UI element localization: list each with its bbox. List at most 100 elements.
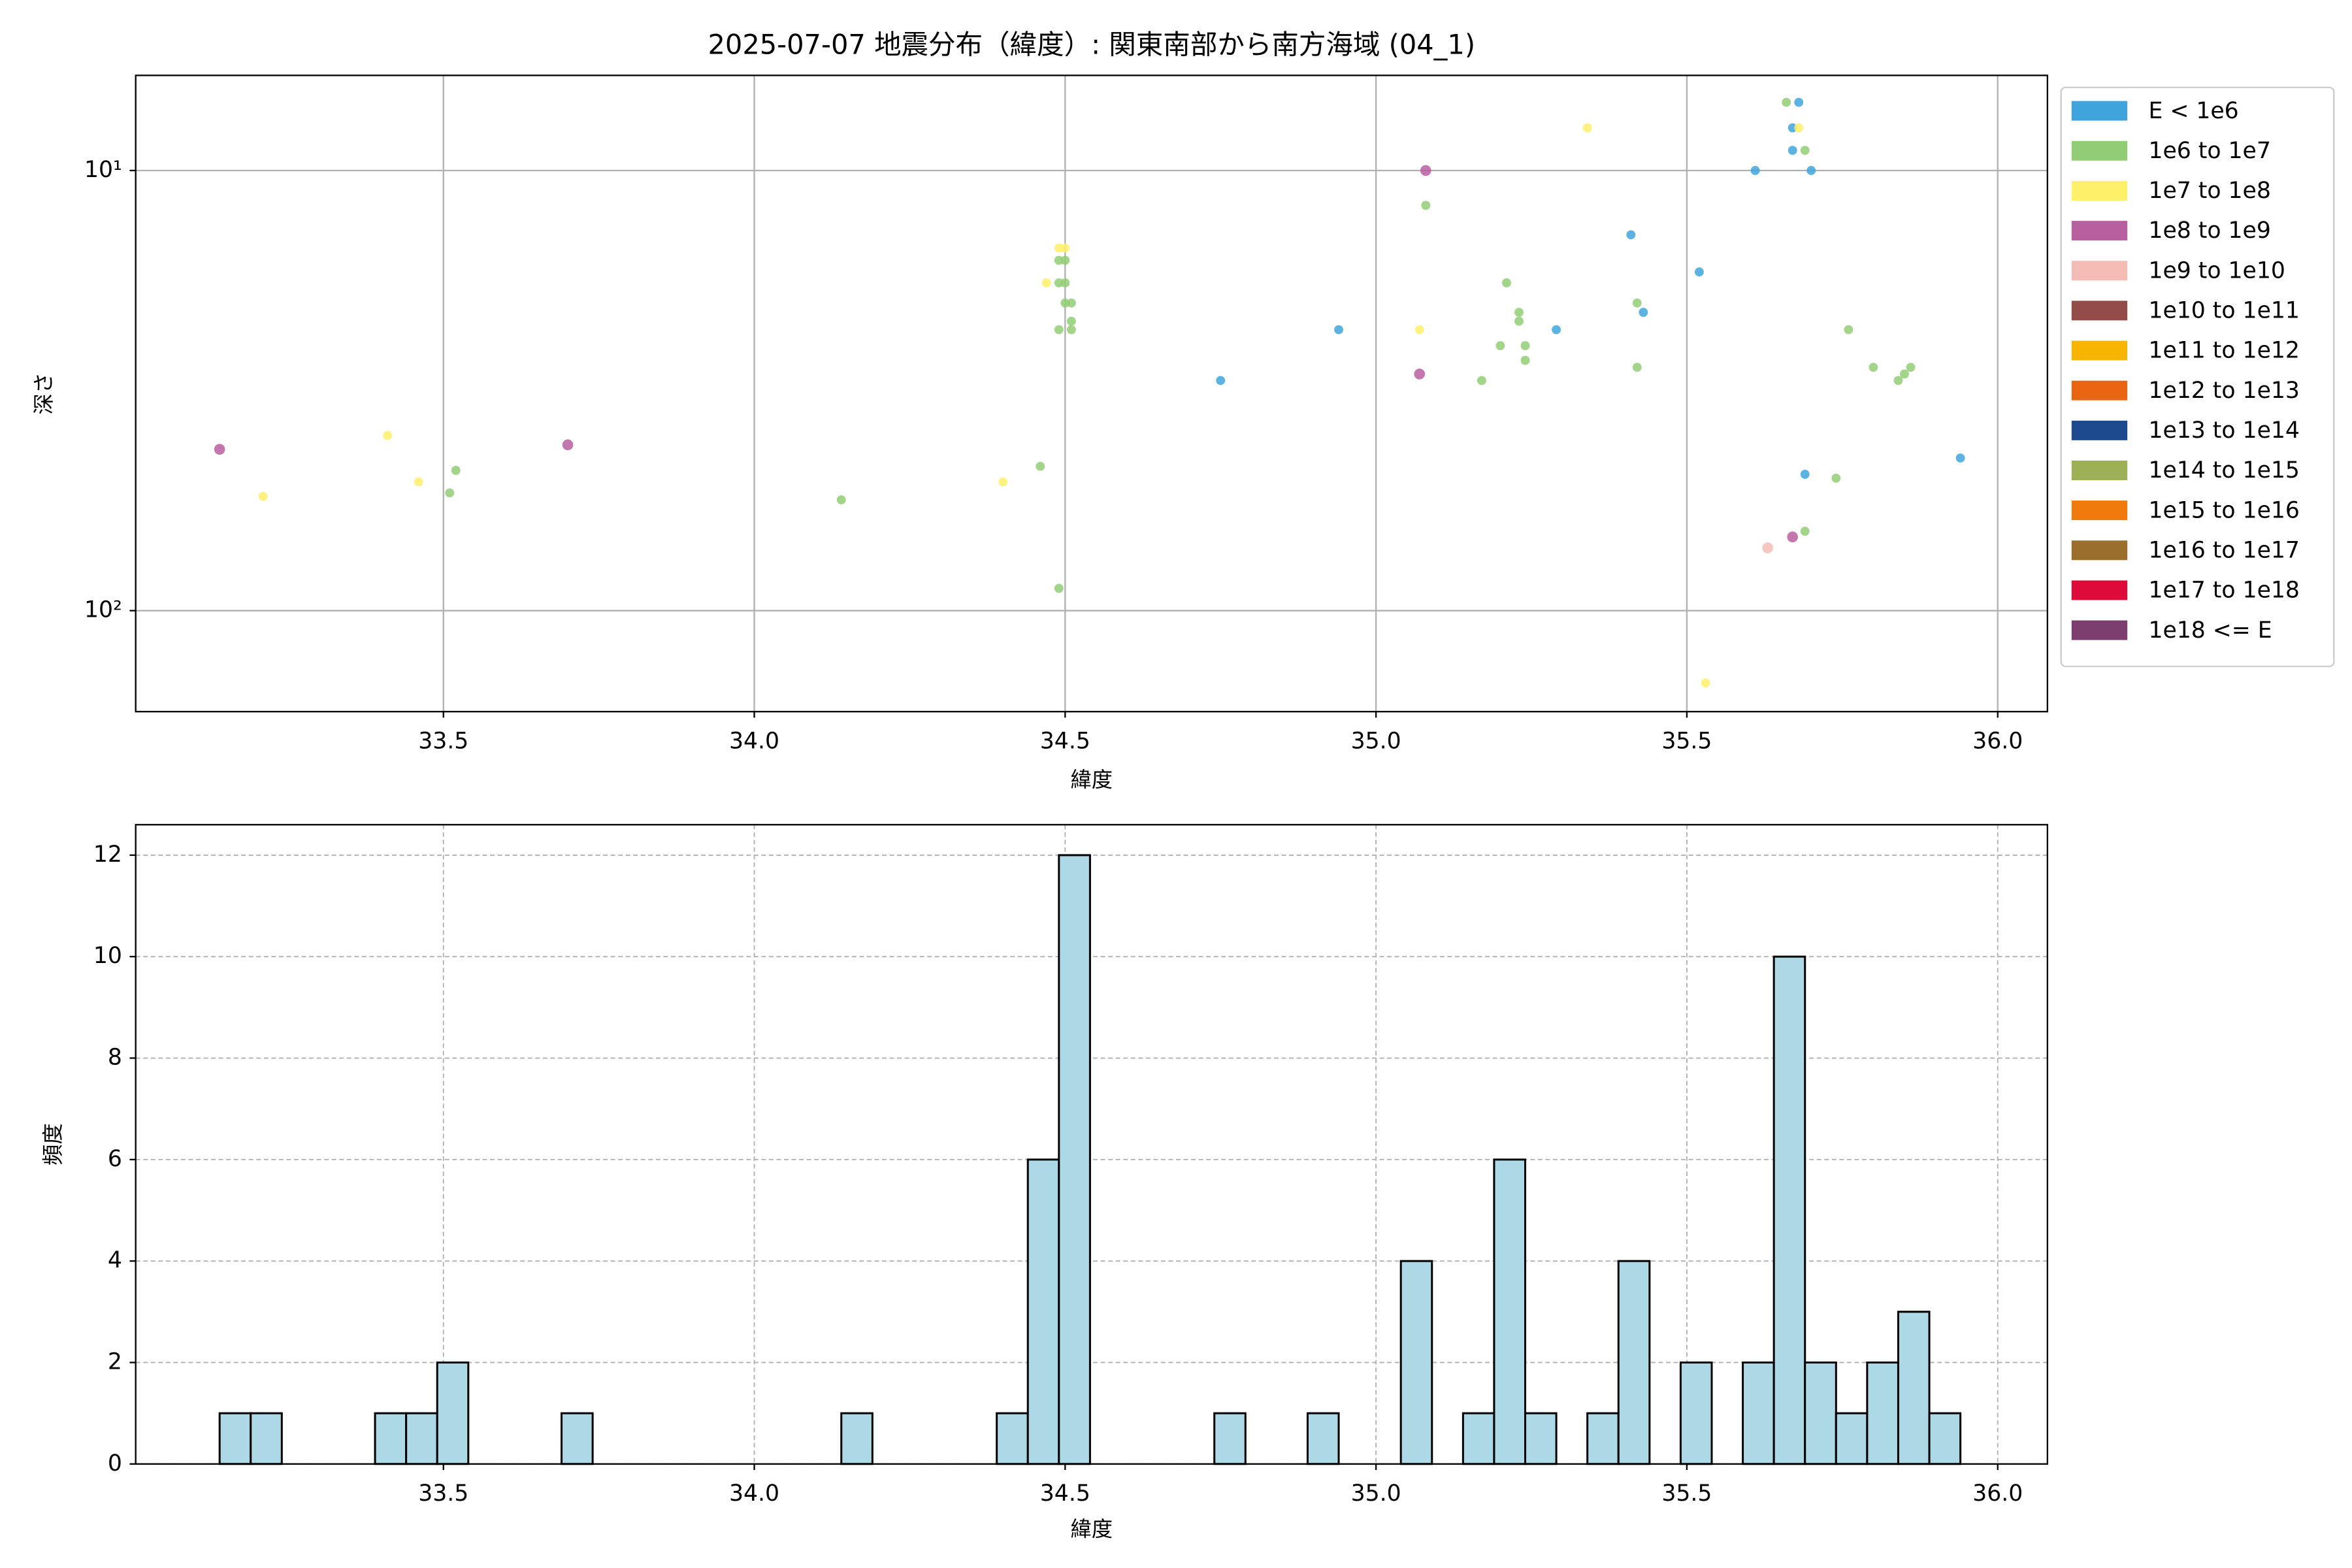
histogram-bar [436, 1361, 470, 1465]
scatter-point [1520, 341, 1530, 350]
histogram-bar [1866, 1361, 1899, 1465]
histogram-bar [1772, 955, 1806, 1465]
histogram-bar [218, 1412, 252, 1465]
histogram-bar [1462, 1412, 1495, 1465]
axes-frame [135, 824, 2048, 1465]
legend-label: 1e10 to 1e11 [2148, 298, 2299, 324]
axes-frame [135, 74, 2048, 713]
scatter-point [1788, 123, 1797, 133]
histogram-bar [250, 1412, 283, 1465]
histogram-bar [1928, 1412, 1962, 1465]
x-tick-label: 36.0 [1972, 1480, 2023, 1507]
legend-swatch [2071, 380, 2128, 400]
scatter-point [1582, 123, 1592, 133]
x-tick-label: 35.5 [1661, 1480, 1712, 1507]
legend-label: 1e12 to 1e13 [2148, 378, 2299, 404]
x-axis-label: 緯度 [1070, 1516, 1113, 1541]
legend-swatch [2071, 540, 2128, 561]
legend-label: 1e11 to 1e12 [2148, 338, 2299, 364]
legend-swatch [2071, 420, 2128, 440]
y-tick-label: 10¹ [84, 157, 122, 183]
legend-swatch [2071, 180, 2128, 201]
scatter-point [1762, 542, 1773, 553]
legend-swatch [2071, 221, 2128, 241]
scatter-point [1060, 278, 1070, 287]
legend-label: 1e13 to 1e14 [2148, 417, 2299, 444]
scatter-point [1054, 583, 1064, 593]
scatter-point [1632, 363, 1642, 372]
y-tick-label: 10 [93, 943, 122, 969]
x-tick-label: 33.5 [418, 1480, 468, 1507]
histogram-bar [1493, 1158, 1527, 1465]
scatter-point [1806, 166, 1816, 175]
histogram-bar [996, 1412, 1029, 1465]
scatter-point [1788, 146, 1797, 155]
legend-label: 1e7 to 1e8 [2148, 178, 2270, 204]
legend-label: 1e16 to 1e17 [2148, 537, 2299, 563]
scatter-point [1066, 298, 1076, 308]
histogram-bar [1586, 1412, 1620, 1465]
scatter-point [1869, 363, 1878, 372]
scatter-point [836, 495, 846, 504]
x-tick-label: 36.0 [1972, 728, 2023, 754]
scatter-point [1216, 376, 1226, 385]
scatter-point [1054, 278, 1064, 287]
histogram-bar [840, 1412, 874, 1465]
legend-swatch [2071, 620, 2128, 640]
scatter-point [1750, 166, 1760, 175]
scatter-point [562, 439, 574, 451]
scatter-point [1626, 230, 1636, 240]
scatter-point [1900, 369, 1909, 379]
x-tick-label: 34.5 [1040, 728, 1090, 754]
legend-label: 1e18 <= E [2148, 617, 2272, 644]
scatter-point [1906, 363, 1916, 372]
scatter-point [1060, 255, 1070, 265]
legend-swatch [2071, 461, 2128, 480]
scatter-point [1514, 308, 1524, 317]
x-tick-label: 34.5 [1040, 1480, 1090, 1507]
legend-label: 1e6 to 1e7 [2148, 138, 2270, 164]
scatter-point [1421, 201, 1431, 210]
x-tick-label: 35.0 [1351, 728, 1401, 754]
histogram-bar [1399, 1260, 1433, 1465]
legend-swatch [2071, 101, 2128, 121]
scatter-point [1414, 368, 1426, 380]
scatter-point [258, 491, 268, 501]
histogram-bar [1524, 1412, 1558, 1465]
scatter-point [1060, 298, 1070, 308]
legend-swatch [2071, 261, 2128, 281]
scatter-point [1955, 453, 1965, 463]
legend-swatch [2071, 580, 2128, 600]
y-axis-label: 深さ [31, 372, 56, 415]
histogram-bar [1058, 854, 1091, 1465]
legend-label: E < 1e6 [2148, 98, 2238, 124]
scatter-point [414, 477, 423, 487]
scatter-point [1831, 473, 1841, 483]
histogram-bar [1742, 1361, 1775, 1465]
x-tick-label: 35.0 [1351, 1480, 1401, 1507]
histogram-bar [1679, 1361, 1713, 1465]
y-tick-label: 6 [108, 1146, 122, 1172]
scatter-point [1632, 298, 1642, 308]
histogram-bar [374, 1412, 408, 1465]
x-axis-label: 緯度 [1070, 767, 1113, 792]
scatter-point [1060, 243, 1070, 253]
scatter-point [1800, 527, 1810, 536]
scatter-point [1054, 255, 1064, 265]
histogram-bar [1804, 1361, 1837, 1465]
scatter-point [1520, 355, 1530, 365]
legend-label: 1e15 to 1e16 [2148, 497, 2299, 523]
scatter-point [1695, 267, 1704, 277]
legend-swatch [2071, 301, 2128, 321]
scatter-point [1794, 97, 1804, 107]
histogram-bar [1897, 1311, 1931, 1465]
scatter-point [1552, 325, 1561, 335]
scatter-point [1036, 461, 1045, 471]
scatter-point [1782, 97, 1791, 107]
histogram-bar [1026, 1158, 1060, 1465]
y-tick-label: 8 [108, 1045, 122, 1071]
histogram-bar [561, 1412, 594, 1465]
chart-title: 2025-07-07 地震分布（緯度）: 関東南部から南方海域 (04_1) [708, 29, 1476, 61]
